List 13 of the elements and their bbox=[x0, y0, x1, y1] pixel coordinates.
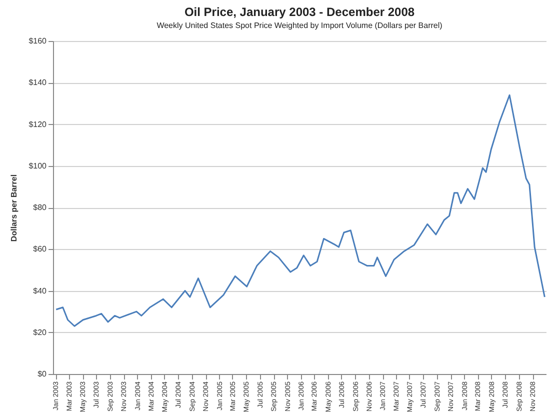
y-tick-label: $20 bbox=[33, 328, 48, 337]
y-tick-label: $0 bbox=[38, 370, 48, 378]
y-tick-label: $120 bbox=[28, 120, 48, 129]
y-tick-label: $100 bbox=[28, 161, 48, 170]
y-tick-label: $140 bbox=[28, 78, 48, 88]
y-tick-label: $160 bbox=[28, 36, 48, 46]
y-tick-label: $80 bbox=[33, 203, 48, 212]
chart-title: Oil Price, January 2003 - December 2008 bbox=[184, 5, 415, 19]
y-tick-label: $60 bbox=[33, 244, 48, 254]
line-series bbox=[55, 94, 546, 327]
chart-subtitle: Weekly United States Spot Price Weighted by Import Volume (Dollars per Barrel) bbox=[156, 21, 443, 30]
y-tick-label: $40 bbox=[33, 286, 48, 296]
y-axis-title: Dollars per Barrel bbox=[10, 174, 19, 242]
